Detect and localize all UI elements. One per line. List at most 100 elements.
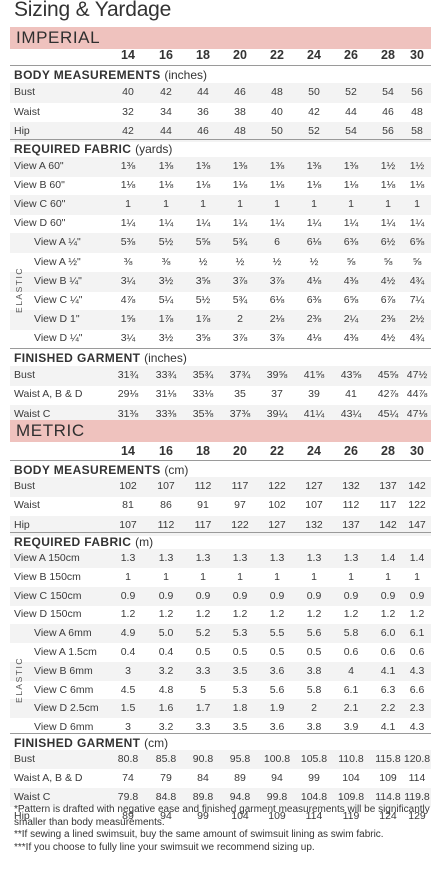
table-cell: 1 [125, 570, 131, 583]
table-row: Waist C 79.8 84.8 89.8 94.8 99.8 104.8 109.8 114… [10, 787, 431, 807]
table-cell: 1.2 [306, 608, 322, 621]
table-cell: 122 [408, 499, 426, 512]
table-row: Hip 42 44 46 48 50 52 54 56 58 [10, 122, 431, 142]
table-cell: 89 [234, 771, 246, 784]
size-header-cell: 24 [307, 444, 321, 458]
row-label: View C ¼" [34, 293, 83, 306]
row-label: Waist A, B & D [14, 388, 83, 401]
table-cell: 0.9 [232, 589, 248, 602]
table-cell: 1⅛ [195, 179, 211, 192]
section-heading-imperial: IMPERIAL [10, 27, 431, 49]
table-cell: 95.8 [229, 753, 251, 765]
table-cell: 109 [379, 771, 397, 784]
table-cell: ½ [235, 255, 245, 268]
size-header-cell: 30 [410, 444, 424, 458]
table-cell: 1 [385, 570, 391, 583]
table-cell: 46 [382, 105, 394, 118]
size-header-row: 14 16 18 20 22 24 26 28 30 [10, 441, 431, 461]
table-cell: 86 [160, 499, 172, 512]
table-cell: 35 [234, 388, 246, 401]
table-cell: 100.8 [263, 753, 291, 765]
table-cell: 4.3 [409, 721, 425, 734]
table-cell: 5½ [195, 293, 211, 306]
table-cell: 1⅞ [158, 312, 174, 325]
size-header-cell: 14 [121, 444, 135, 458]
table-cell: 44 [197, 86, 209, 98]
row-label: View B 60" [14, 179, 65, 192]
table-row: View C 6mm 4.5 4.8 5 5.3 5.6 5.8 6.1 6.3 6.6 [10, 681, 431, 700]
table-cell: 35¾ [192, 369, 214, 381]
table-cell: 44⅞ [406, 388, 428, 401]
table-cell: 42⅞ [377, 388, 399, 401]
table-row: View D ¼" 3¼ 3½ 3⅝ 3⅞ 3⅞ 4⅛ 4⅜ 4½ 4¾ [10, 329, 431, 349]
table-cell: 43⅝ [340, 369, 362, 381]
table-cell: 1⅜ [269, 160, 285, 172]
table-cell: 46 [197, 125, 209, 137]
table-row: View D 2.5cm 1.5 1.6 1.7 1.8 1.9 2 2.1 2.2 2.3 [10, 699, 431, 719]
table-cell: 6.3 [380, 683, 396, 696]
table-cell: 1 [414, 570, 420, 583]
footnote-1: *Pattern is drafted with negative ease a… [14, 804, 430, 828]
table-cell: 1⅛ [120, 179, 136, 192]
table-cell: 2⅛ [269, 312, 285, 325]
row-label: Waist C [14, 790, 51, 803]
table-cell: 40 [122, 86, 134, 98]
table-cell: 117 [194, 518, 212, 531]
table-cell: 3.9 [343, 721, 359, 734]
table-cell: 1.5 [120, 702, 136, 715]
group-name: BODY MEASUREMENTS [14, 463, 161, 477]
table-cell: 1.3 [306, 552, 322, 564]
table-cell: 80.8 [117, 753, 139, 765]
table-cell: 1⅞ [195, 312, 211, 325]
table-cell: 6⅜ [343, 236, 359, 249]
table-cell: 45¼ [377, 407, 399, 420]
size-header-cell: 22 [270, 444, 284, 458]
row-label: Hip [14, 518, 30, 531]
table-cell: 105.8 [300, 753, 328, 765]
table-cell: 6⅝ [409, 236, 425, 249]
group-name: FINISHED GARMENT [14, 736, 141, 750]
table-cell: 1.2 [195, 608, 211, 621]
table-cell: 2.1 [343, 702, 359, 715]
section-divider [10, 460, 431, 461]
table-cell: 109 [268, 809, 286, 822]
row-label: View A 150cm [14, 552, 80, 564]
table-cell: 1.3 [120, 552, 136, 564]
size-header-cell: 30 [410, 48, 424, 62]
table-row: View C 150cm 0.9 0.9 0.9 0.9 0.9 0.9 0.9 0.9 0.9 [10, 586, 431, 606]
table-cell: 39¼ [266, 407, 288, 420]
elastic-side-label: ELASTIC [14, 656, 24, 703]
section-divider [10, 65, 431, 66]
section-divider [10, 348, 431, 349]
table-row: View D 1" 1⅝ 1⅞ 1⅞ 2 2⅛ 2⅜ 2¼ 2⅜ 2½ [10, 309, 431, 330]
table-row: View D 6mm 3 3.2 3.3 3.5 3.6 3.8 3.9 4.1 4.3 [10, 718, 431, 737]
table-row: Bust 40 42 44 46 48 50 52 54 56 [10, 83, 431, 103]
table-cell: 1.3 [343, 552, 359, 564]
table-cell: 2 [237, 312, 243, 325]
table-cell: 119.8 [404, 790, 430, 803]
table-cell: 114 [408, 771, 426, 784]
table-cell: 1 [414, 198, 420, 211]
table-cell: ½ [272, 255, 282, 268]
table-cell: 3⅝ [195, 274, 211, 287]
table-cell: 5.0 [158, 627, 174, 640]
row-label: Bust [14, 86, 36, 98]
table-cell: 3¼ [120, 331, 136, 344]
table-cell: 4½ [380, 331, 396, 344]
table-cell: 1⅛ [343, 179, 359, 192]
table-cell: 4.3 [409, 664, 425, 677]
table-cell: 1.2 [232, 608, 248, 621]
table-cell: 94.8 [229, 790, 251, 803]
table-cell: 34 [160, 105, 172, 118]
table-cell: 1 [163, 198, 169, 211]
table-cell: 1 [274, 198, 280, 211]
table-cell: 74 [122, 771, 134, 784]
table-cell: 122 [268, 480, 286, 492]
row-label: View A ½" [34, 255, 81, 268]
table-cell: 1¼ [306, 217, 322, 230]
table-row: View B 60" 1⅛ 1⅛ 1⅛ 1⅛ 1⅛ 1⅛ 1⅛ 1⅛ 1⅛ [10, 176, 431, 196]
row-label: Waist A, B & D [14, 771, 83, 784]
table-cell: 1½ [380, 160, 396, 172]
table-cell: 79 [160, 771, 172, 784]
row-label: Waist C [14, 407, 51, 420]
